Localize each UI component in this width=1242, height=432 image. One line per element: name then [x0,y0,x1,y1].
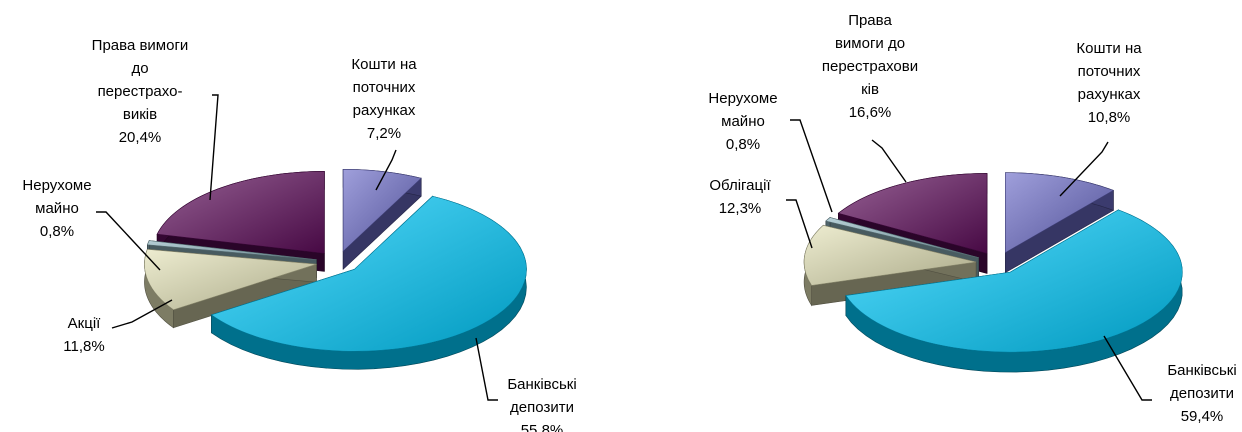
slice-label: Права вимоги до перестрахови ків 16,6% [822,12,918,121]
pie-slice [210,195,527,370]
slice-label: Кошти на поточних рахунках 10,8% [1076,40,1142,126]
pie-slice [845,209,1183,373]
leader-line [475,337,498,401]
leader-line [111,299,173,329]
leader-line [871,139,907,183]
pie-slice-top [825,217,979,259]
leader-line [786,199,813,249]
pie-chart-right: Кошти на поточних рахунках 10,8% Банківські д… [708,12,1236,425]
slice-label: Нерухоме майно 0,8% [22,177,91,240]
slice-label: Нерухоме майно 0,8% [708,90,777,153]
slice-label: Кошти на поточних рахунках 7,2% [351,56,417,142]
pie-slice-top [342,169,422,252]
slice-label: Облігації 12,3% [709,177,771,217]
leader-line [209,94,219,201]
slice-label: Банківські депозити 59,4% [1167,362,1236,425]
leader-line [96,211,161,271]
leader-line [375,149,397,191]
pie-slice [144,248,317,329]
pie-chart-left: Кошти на поточних рахунках 7,2% Банківські де… [22,37,576,432]
pie-slice [342,169,422,270]
pie-slice-top [146,240,317,261]
pie-slice-top [1005,172,1115,254]
pie-slice-top [845,209,1183,353]
leader-line [1103,335,1152,401]
leader-line [1059,141,1109,197]
pie-slice-top [210,195,527,352]
leader-line [790,119,833,213]
slice-label: Акції 11,8% [63,315,104,355]
slice-label: Банківські депозити 55.8% [507,376,576,432]
pie-slice [1005,172,1115,274]
pie-slice-top [837,173,988,254]
pie-slice-top [803,224,977,286]
pie-slice-top [144,248,317,311]
pie-slice-top [156,171,325,254]
slice-label: Права вимоги до перестрахо-виків 20,4% [92,37,189,146]
